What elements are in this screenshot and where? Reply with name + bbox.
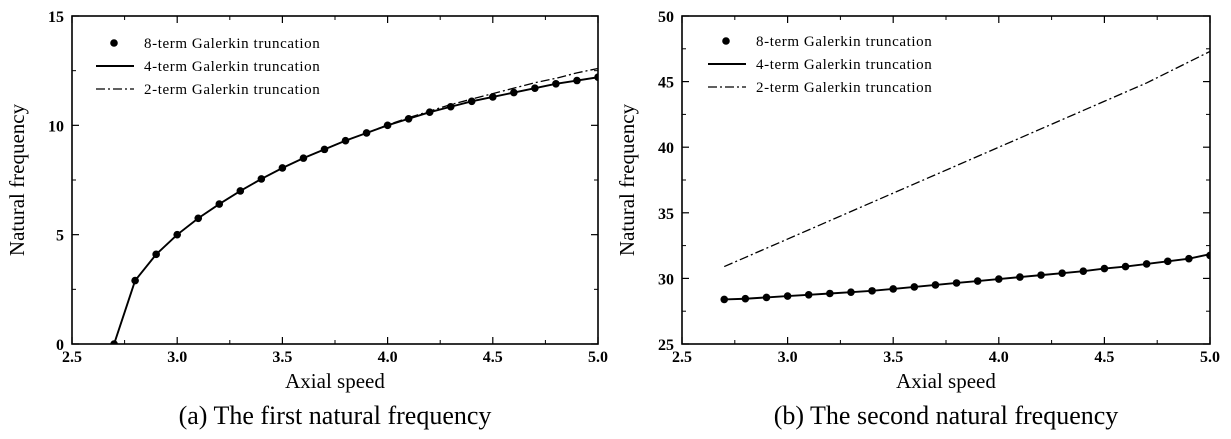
chart-a-marker-point	[510, 88, 518, 97]
chart-a-marker-point	[425, 108, 434, 117]
chart-b-marker-point	[1142, 260, 1151, 268]
chart-b-series-solid-line	[724, 253, 1210, 301]
chart-b-y-tick-label: 35	[658, 206, 674, 223]
chart-a-series-group	[110, 67, 598, 344]
chart-a-marker-point	[320, 145, 329, 154]
chart-a-marker-point	[573, 76, 581, 85]
chart-a-marker-point	[257, 175, 266, 183]
chart-b-marker-point	[1163, 257, 1172, 266]
chart-b-marker-point	[889, 285, 897, 293]
chart-a-marker-point	[467, 97, 476, 106]
chart-a-y-tick-label: 5	[56, 228, 64, 245]
chart-a-x-tick-label: 5.0	[588, 349, 608, 366]
chart-b-marker-point	[973, 277, 982, 285]
chart-a-y-tick-label: 10	[48, 118, 64, 135]
chart-a-legend-marker-symbol	[110, 39, 118, 47]
chart-a-caption: (a) The first natural frequency	[179, 401, 492, 430]
chart-a-marker-point	[531, 84, 539, 92]
chart-b-marker-point	[783, 292, 792, 300]
chart-a-legend-label: 4-term Galerkin truncation	[144, 59, 320, 75]
chart-b-y-tick-label: 45	[658, 75, 674, 92]
chart-b-marker-point	[910, 283, 919, 291]
chart-a-marker-point	[383, 121, 392, 130]
chart-a-marker-point	[299, 154, 308, 162]
chart-a-x-tick-label: 3.5	[272, 349, 292, 366]
chart-b-marker-point	[847, 288, 855, 296]
chart-b-x-tick-label: 3.5	[883, 349, 903, 366]
chart-a-marker-point	[489, 93, 497, 101]
chart-a-marker-point	[194, 214, 203, 223]
chart-a-x-axis-label: Axial speed	[285, 369, 385, 393]
chart-b-marker-point	[995, 275, 1003, 283]
chart-b-x-axis-label: Axial speed	[896, 369, 996, 393]
chart-b-x-tick-label: 3.0	[778, 349, 798, 366]
chart-a-y-axis-label: Natural frequency	[5, 103, 29, 256]
chart-b-series-group	[720, 50, 1210, 304]
chart-a-y-tick-label: 15	[48, 9, 64, 26]
chart-a-marker-point	[362, 129, 371, 137]
chart-b-x-tick-label: 5.0	[1200, 349, 1220, 366]
chart-a-x-tick-label: 3.0	[167, 349, 187, 366]
chart-a-legend-label: 2-term Galerkin truncation	[144, 82, 320, 98]
chart-b-caption: (b) The second natural frequency	[774, 401, 1119, 430]
chart-b-legend-marker-symbol	[722, 37, 730, 45]
chart-b-marker-point	[1185, 254, 1193, 263]
chart-a-x-tick-label: 2.5	[62, 349, 82, 366]
chart-b-legend-label: 8-term Galerkin truncation	[756, 34, 932, 50]
chart-b-marker-point	[1206, 251, 1210, 260]
chart-a-marker-point	[341, 136, 350, 145]
chart-a-x-tick-label: 4.0	[378, 349, 398, 366]
chart-b-legend-label: 4-term Galerkin truncation	[756, 57, 932, 73]
chart-a-x-tick-label: 4.5	[483, 349, 503, 366]
chart-b-y-tick-label: 40	[658, 140, 674, 157]
chart-b-marker-point	[952, 279, 961, 287]
chart-b-y-tick-label: 50	[658, 9, 674, 26]
chart-b-x-tick-label: 2.5	[672, 349, 692, 366]
chart-b-y-tick-label: 25	[658, 337, 674, 354]
chart-b-marker-point	[1037, 271, 1045, 279]
chart-a-marker-point	[215, 200, 224, 208]
chart-a-marker-point	[110, 340, 118, 344]
chart-b-y-tick-label: 30	[658, 271, 674, 288]
chart-b-x-tick-label: 4.0	[989, 349, 1009, 366]
chart-a-marker-point	[552, 79, 560, 88]
chart-b-marker-point	[720, 295, 729, 304]
chart-a-marker-point	[152, 250, 160, 259]
chart-a-marker-point	[131, 276, 139, 285]
chart-b-marker-point	[1058, 269, 1066, 277]
chart-a-marker-point	[446, 102, 455, 111]
chart-b-marker-point	[804, 291, 813, 299]
chart-b-marker-point	[1121, 262, 1130, 271]
chart-a-marker-point	[278, 164, 287, 172]
chart-b-y-axis-label: Natural frequency	[615, 103, 639, 256]
chart-b-marker-point	[1016, 273, 1024, 281]
chart-b-series-dash-dot-line	[723, 50, 1210, 268]
chart-a-marker-point	[173, 230, 181, 239]
chart-b-marker-point	[741, 294, 750, 303]
chart-a-legend-label: 8-term Galerkin truncation	[144, 36, 320, 52]
chart-b-x-tick-label: 4.5	[1094, 349, 1114, 366]
chart-b-marker-point	[826, 289, 834, 298]
chart-b-marker-point	[868, 287, 876, 295]
chart-b-marker-point	[1079, 267, 1088, 275]
chart-b-marker-point	[931, 281, 940, 289]
chart-a-series-solid-line	[113, 76, 598, 344]
chart-a-marker-point	[594, 73, 598, 82]
chart-a-marker-point	[236, 187, 245, 195]
chart-a-series-dash-dot-line	[113, 67, 598, 344]
chart-b-marker-point	[762, 293, 771, 302]
chart-b-marker-point	[1100, 264, 1109, 273]
chart-a-y-tick-label: 0	[56, 337, 64, 354]
chart-b-legend-label: 2-term Galerkin truncation	[756, 80, 932, 96]
chart-a-marker-point	[404, 114, 413, 123]
